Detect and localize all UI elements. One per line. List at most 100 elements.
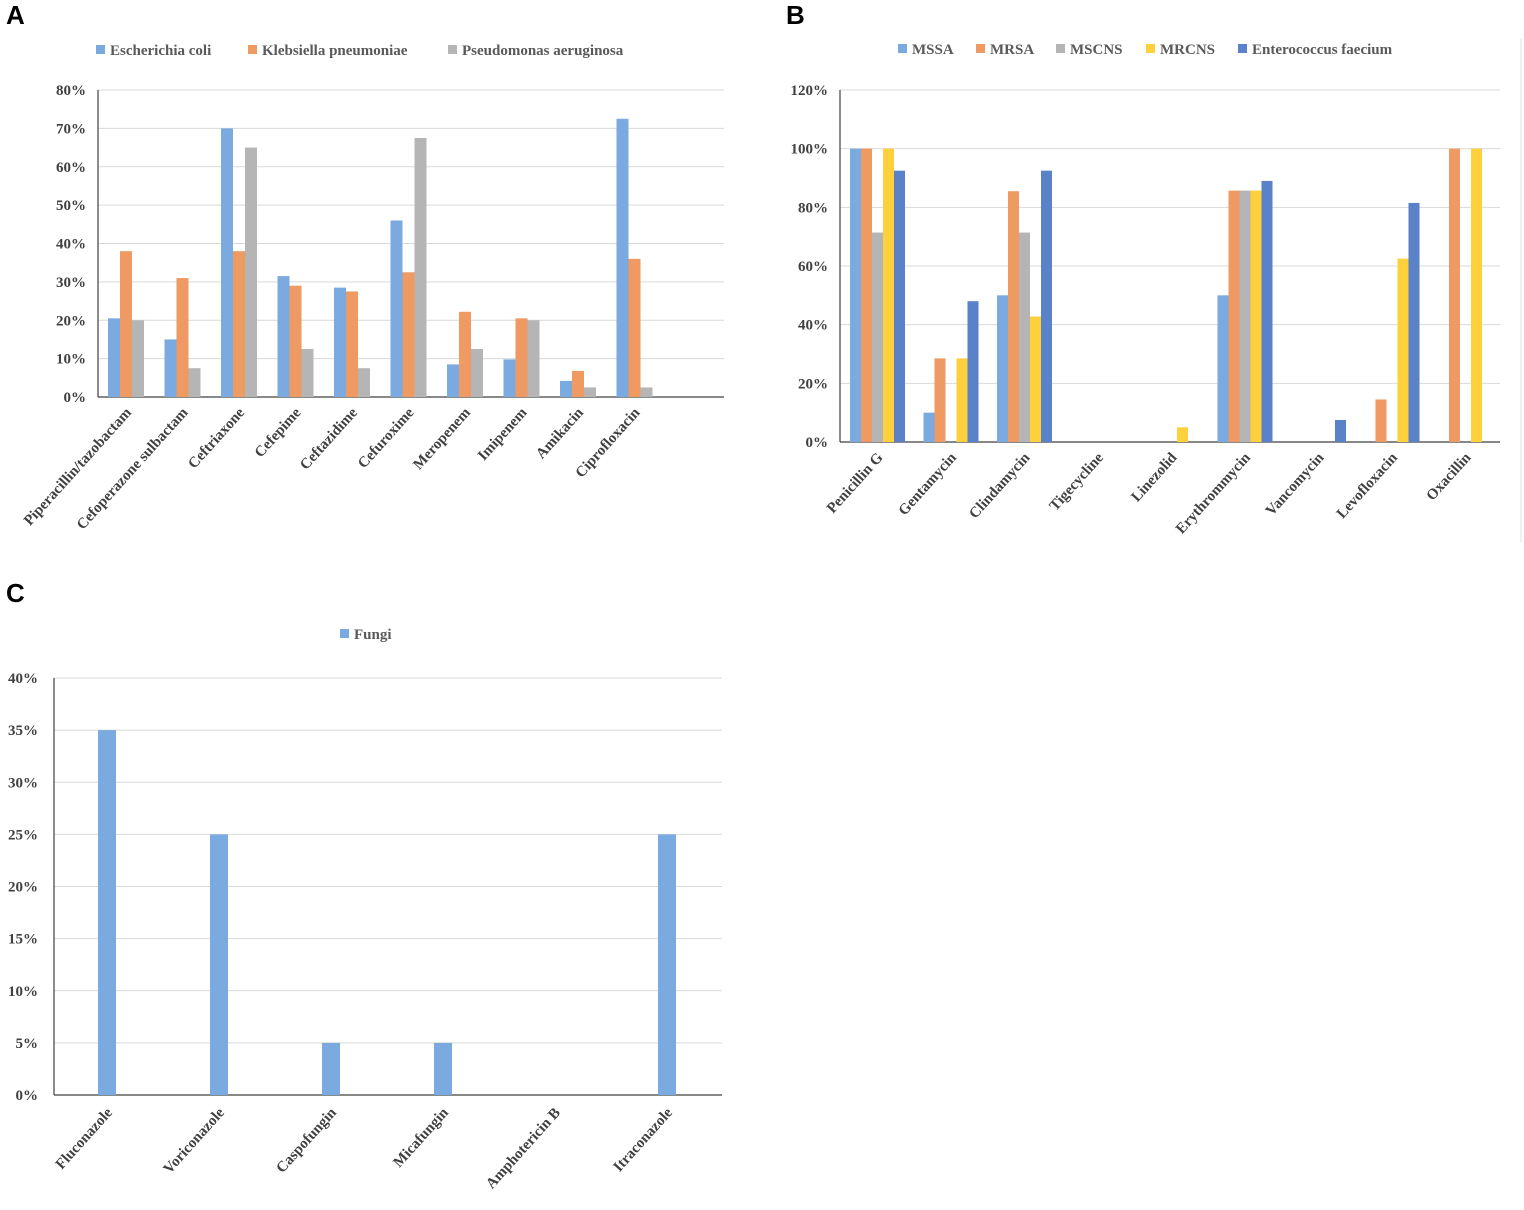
chart-b-x-tick-label: Linezolid: [1128, 449, 1180, 505]
chart-b-bar-mscns-penicillin-g: [872, 232, 883, 442]
chart-b-y-tick-label: 0%: [806, 435, 829, 451]
chart-a-bar-pseudomonas-aeruginosa-ceftriaxone: [245, 147, 257, 397]
chart-a-bar-klebsiella-pneumoniae-ceftazidime: [346, 291, 358, 397]
chart-b-bar-mscns-clindamycin: [1019, 232, 1030, 442]
chart-a-bar-klebsiella-pneumoniae-amikacin: [572, 370, 584, 397]
chart-c-y-tick-label: 35%: [8, 723, 38, 739]
chart-b-bar-enterococcus-faecium-penicillin-g: [894, 170, 905, 442]
chart-a-bar-escherichia-coli-piperacillin-tazobactam: [108, 318, 120, 397]
chart-a-y-tick-label: 30%: [56, 275, 86, 291]
chart-b: 0% 20% 40% 60% 80% 100% 120% Penicillin G Genta…: [791, 38, 1522, 542]
chart-a-x-tick-label: Cefoperazone sulbactam: [74, 405, 192, 533]
chart-a-x-tick-label: Cefuroxime: [355, 405, 418, 472]
chart-b-x-tick-label: Gentamycin: [896, 449, 961, 518]
chart-c-x-tick-label: Caspofungin: [273, 1104, 340, 1176]
chart-b-bar-mrsa-gentamycin: [934, 358, 946, 442]
chart-b-bar-mssa-clindamycin: [997, 295, 1008, 442]
chart-b-gridlines: [840, 89, 1500, 384]
chart-a-x-tick-label: Amikacin: [533, 404, 587, 462]
chart-a-legend-label-pseudomonas-aeruginosa: Pseudomonas aeruginosa: [462, 43, 624, 59]
chart-b-bar-mrcns-linezolid: [1177, 427, 1188, 442]
chart-c-bar-fungi-itraconazole: [658, 834, 676, 1095]
chart-a-bar-pseudomonas-aeruginosa-cefepime: [301, 349, 314, 397]
chart-a-y-tick-label: 60%: [56, 160, 86, 176]
chart-a-bar-escherichia-coli-ciprofloxacin: [616, 118, 629, 397]
chart-c-bar-fungi-micafungin: [434, 1042, 452, 1095]
chart-a-legend-label-klebsiella-pneumoniae: Klebsiella pneumoniae: [262, 43, 408, 59]
chart-a-y-tick-label: 50%: [56, 198, 86, 214]
chart-c-x-axis: Fluconazole Voriconazole Caspofungin Micafu…: [53, 1104, 676, 1192]
chart-a-y-tick-label: 70%: [56, 121, 86, 137]
chart-a-bar-pseudomonas-aeruginosa-cefoperazone-sulbactam: [188, 368, 201, 397]
chart-b-bar-mrsa-erythrommycin: [1228, 190, 1240, 442]
chart-c-x-tick-label: Micafungin: [390, 1104, 452, 1170]
chart-a-bar-escherichia-coli-cefoperazone-sulbactam: [164, 339, 177, 397]
chart-b-bar-mrcns-penicillin-g: [883, 148, 894, 442]
chart-a-bar-escherichia-coli-cefepime: [277, 276, 290, 397]
chart-b-legend-label-enterococcus-faecium: Enterococcus faecium: [1252, 42, 1393, 58]
chart-c-y-tick-label: 0%: [16, 1088, 39, 1104]
chart-b-y-tick-label: 60%: [798, 259, 828, 275]
chart-c-bars: [98, 730, 676, 1095]
chart-b-x-tick-label: Tigecycline: [1047, 450, 1107, 515]
chart-c-y-axis: 0% 5% 10% 15% 20% 25% 30% 35% 40%: [8, 671, 722, 1104]
chart-c-x-tick-label: Amphotericin B: [483, 1105, 564, 1192]
chart-b-bar-mrcns-gentamycin: [956, 358, 968, 442]
chart-a-legend: Escherichia coli Klebsiella pneumoniae Pse…: [96, 43, 624, 59]
chart-a-y-tick-label: 40%: [56, 237, 86, 253]
chart-b-x-tick-label: Penicillin G: [824, 450, 887, 517]
chart-b-bar-enterococcus-faecium-erythrommycin: [1261, 180, 1273, 442]
chart-b-legend-label-mrcns: MRCNS: [1160, 42, 1215, 58]
chart-b-x-axis: Penicillin G Gentamycin Clindamycin Tigecyc…: [824, 449, 1475, 537]
chart-b-legend-swatch-mscns: [1056, 44, 1065, 53]
chart-c-y-tick-label: 40%: [8, 671, 38, 687]
chart-b-legend-swatch-mssa: [898, 44, 907, 53]
chart-a-y-tick-label: 0%: [64, 390, 87, 406]
chart-a-legend-swatch-klebsiella-pneumoniae: [248, 45, 257, 54]
chart-a-x-tick-label: Piperacillin/tazobactam: [21, 405, 135, 529]
chart-c-gridlines: [54, 677, 722, 1044]
chart-b-bar-enterococcus-faecium-clindamycin: [1041, 170, 1052, 442]
chart-a-bar-escherichia-coli-amikacin: [560, 380, 572, 397]
chart-b-legend-label-mscns: MSCNS: [1070, 42, 1123, 58]
chart-a-y-tick-label: 80%: [56, 83, 86, 99]
chart-b-legend-label-mssa: MSSA: [912, 42, 954, 58]
chart-c-x-tick-label: Voriconazole: [161, 1105, 228, 1177]
chart-b-x-tick-label: Erythrommycin: [1173, 449, 1254, 537]
chart-b-bar-mscns-erythrommycin: [1239, 190, 1251, 442]
chart-b-y-tick-label: 80%: [798, 200, 828, 216]
chart-a-bar-klebsiella-pneumoniae-ceftriaxone: [233, 251, 245, 397]
chart-a-x-tick-label: Imipenem: [475, 405, 531, 464]
chart-c-x-tick-label: Fluconazole: [53, 1105, 116, 1173]
chart-b-bar-mrsa-clindamycin: [1008, 191, 1019, 442]
chart-a-bar-pseudomonas-aeruginosa-cefuroxime: [414, 137, 427, 397]
panel-letter-b: B: [786, 0, 805, 30]
chart-a-legend-swatch-escherichia-coli: [96, 45, 105, 54]
chart-a-bar-klebsiella-pneumoniae-meropenem: [459, 311, 471, 397]
chart-b-legend-swatch-mrcns: [1146, 44, 1155, 53]
chart-b-legend-label-mrsa: MRSA: [990, 42, 1034, 58]
chart-c-y-tick-label: 20%: [8, 880, 38, 896]
chart-b-bar-enterococcus-faecium-gentamycin: [967, 301, 979, 442]
chart-a-bar-klebsiella-pneumoniae-cefoperazone-sulbactam: [176, 278, 189, 397]
chart-a-bar-pseudomonas-aeruginosa-ciprofloxacin: [640, 387, 653, 397]
chart-a-x-tick-label: Meropenem: [410, 405, 474, 473]
chart-b-legend-swatch-mrsa: [976, 44, 985, 53]
chart-b-bar-mrcns-erythrommycin: [1250, 190, 1262, 442]
chart-b-bar-mssa-erythrommycin: [1217, 295, 1229, 442]
chart-a-y-tick-label: 20%: [56, 313, 86, 329]
panel-letter-c: C: [6, 578, 25, 608]
chart-c-y-tick-label: 25%: [8, 827, 38, 843]
chart-a-x-tick-label: Ceftazidime: [297, 405, 361, 474]
chart-b-y-tick-label: 100%: [791, 142, 829, 158]
chart-a-bar-pseudomonas-aeruginosa-amikacin: [584, 387, 596, 397]
chart-a-x-tick-label: Ceftriaxone: [185, 405, 248, 472]
chart-a-bar-pseudomonas-aeruginosa-imipenem: [527, 320, 540, 397]
chart-a-bar-escherichia-coli-ceftriaxone: [221, 128, 233, 397]
chart-b-y-tick-label: 40%: [798, 318, 828, 334]
chart-a-bar-escherichia-coli-cefuroxime: [390, 220, 403, 397]
panel-letter-a: A: [6, 0, 25, 30]
chart-b-bar-mrcns-levofloxacin: [1397, 258, 1409, 442]
